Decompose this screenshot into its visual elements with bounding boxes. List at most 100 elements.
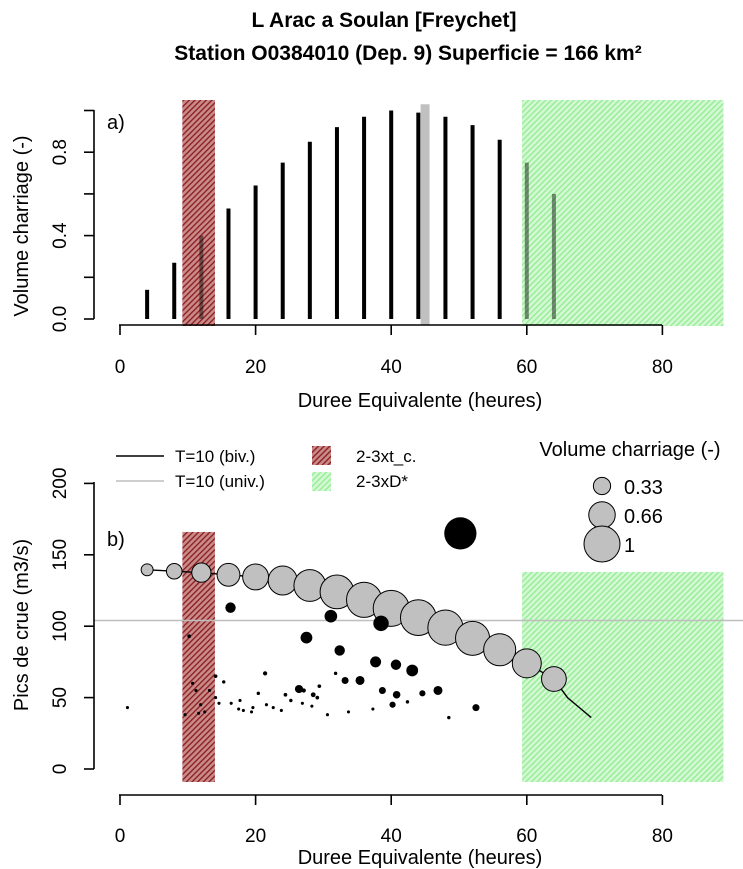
size-legend-title: Volume charriage (-)	[539, 439, 720, 461]
panel-b-observed-point	[125, 706, 130, 710]
panel-b-observed-point	[283, 692, 288, 697]
panel-a-band-overlay-0	[182, 100, 215, 326]
panel-a-band-overlay-1	[522, 100, 724, 326]
panel-b-observed-point	[264, 703, 269, 707]
panel-b-observed-point	[262, 671, 268, 676]
panel-b-x-tick-label: 0	[115, 826, 126, 847]
panel-b-curve-point	[191, 562, 212, 583]
panel-b-observed-point	[222, 680, 226, 684]
panel-a-x-tick-label: 80	[652, 357, 673, 378]
panel-b-observed-point	[256, 691, 261, 696]
panel-b-y-label: Pics de crue (m3/s)	[11, 539, 33, 711]
panel-b-observed-point	[310, 704, 314, 708]
panel-b-observed-point	[301, 688, 306, 693]
panel-b-y-tick-label: 100	[50, 610, 71, 642]
panel-b-observed-points	[125, 517, 480, 720]
panel-b-observed-point	[390, 659, 402, 670]
panel-b-observed-point	[317, 684, 322, 689]
panel-b-observed-point	[203, 710, 207, 714]
panel-b-observed-point	[334, 645, 345, 656]
panel-b-observed-point	[333, 671, 338, 676]
size-legend-label-066: 0.66	[624, 506, 663, 528]
panel-b-observed-point	[433, 685, 443, 695]
panel-b-observed-point	[370, 656, 382, 668]
panel-b-observed-point	[183, 713, 187, 717]
panel-b-x-ticks: 0 20 40 60 80	[115, 795, 673, 847]
panel-b-y-tick-label: 150	[50, 539, 71, 571]
panel-b-observed-point	[279, 708, 283, 713]
panel-b-curve-points	[140, 562, 567, 692]
panel-b-x-tick-label: 80	[652, 826, 673, 847]
panel-a-y-tick-label: 0.4	[50, 222, 71, 249]
size-legend-circle	[583, 525, 621, 563]
panel-b-observed-point	[341, 676, 349, 684]
legend-swatch-tc	[312, 446, 331, 465]
panel-b-observed-point	[405, 700, 410, 704]
panel-a-x-tick-label: 0	[115, 357, 126, 378]
size-legend-label-033: 0.33	[624, 477, 663, 499]
panel-b-observed-point	[271, 706, 275, 710]
panel-b-x-label: Duree Equivalente (heures)	[298, 847, 543, 869]
panel-b-observed-point	[187, 634, 191, 639]
panel-a-y-ticks: 0.0 0.4 0.8	[50, 109, 94, 332]
panel-a-x-tick-label: 60	[516, 357, 537, 378]
panel-b: 0 20 40 60 80 0 50 100 150 200 Duree Equivalente…	[11, 439, 743, 869]
panel-b-observed-point	[447, 715, 451, 720]
panel-b-observed-point	[249, 710, 254, 714]
panel-b-y-tick-label: 0	[50, 764, 71, 775]
panel-a-y-tick-label: 0.8	[50, 139, 71, 165]
legend-label-biv: T=10 (biv.)	[175, 447, 255, 466]
legend-label-univ: T=10 (univ.)	[175, 472, 265, 491]
panel-b-observed-point	[310, 692, 316, 698]
panel-b-observed-point	[300, 631, 313, 644]
panel-a-y-label: Volume charriage (-)	[11, 135, 33, 316]
legend-label-dstar: 2-3xD*	[356, 472, 408, 491]
panel-b-observed-point	[419, 690, 426, 697]
panel-b-tag: b)	[107, 529, 125, 551]
panel-b-observed-point	[229, 701, 233, 705]
panel-b-curve-point	[483, 633, 517, 667]
panel-b-observed-point	[378, 686, 386, 694]
panel-b-curve-point	[140, 563, 154, 577]
panel-b-observed-point	[392, 690, 401, 699]
panel-a-tag: a)	[107, 112, 125, 134]
panel-b-observed-point	[199, 703, 203, 707]
size-legend-label-1: 1	[624, 535, 635, 557]
legend-swatch-dstar	[312, 472, 331, 491]
panel-b-observed-point	[213, 674, 218, 679]
panel-b-observed-point	[406, 664, 419, 677]
panel-b-x-tick-label: 20	[245, 826, 266, 847]
panel-b-observed-point	[355, 675, 365, 685]
panel-a: 0 20 40 60 80 0.0 0.4 0.8 Duree Equivalente (h…	[11, 100, 724, 412]
panel-b-observed-point	[472, 704, 480, 712]
chart-title-line2: Station O0384010 (Dep. 9) Superficie = 1…	[174, 42, 641, 65]
panel-b-y-ticks: 0 50 100 150 200	[50, 468, 94, 775]
panel-b-observed-point	[197, 711, 201, 715]
panel-b-observed-point	[194, 688, 198, 693]
panel-b-observed-point	[325, 713, 330, 717]
panel-b-observed-point	[289, 698, 293, 703]
panel-b-curve-point	[165, 562, 183, 580]
panel-a-x-tick-label: 20	[245, 357, 266, 378]
panel-a-x-tick-label: 40	[381, 357, 402, 378]
panel-b-observed-point	[225, 602, 236, 613]
panel-b-observed-point	[214, 696, 218, 700]
panel-b-curve-point	[216, 562, 241, 587]
panel-b-curve-point	[267, 565, 298, 596]
panel-b-curve-point	[511, 648, 542, 679]
panel-b-observed-point	[315, 695, 320, 700]
panel-b-observed-point	[241, 708, 245, 713]
panel-b-legend: T=10 (biv.) 2-3xt_c. T=10 (univ.) 2-3xD*	[116, 446, 416, 491]
panel-a-band-overlay	[182, 100, 724, 326]
panel-a-x-label: Duree Equivalente (heures)	[298, 390, 543, 412]
panel-a-y-tick-label: 0.0	[50, 306, 71, 332]
panel-b-x-tick-label: 40	[381, 826, 402, 847]
panel-b-observed-point	[324, 609, 338, 623]
panel-b-observed-point	[207, 688, 212, 693]
panel-b-y-tick-label: 200	[50, 468, 71, 500]
panel-b-observed-point	[389, 701, 396, 708]
panel-b-observed-point	[217, 701, 221, 705]
panel-b-x-tick-label: 60	[516, 826, 537, 847]
panel-b-curve-point	[541, 666, 567, 692]
panel-a-x-ticks: 0 20 40 60 80	[115, 325, 673, 378]
